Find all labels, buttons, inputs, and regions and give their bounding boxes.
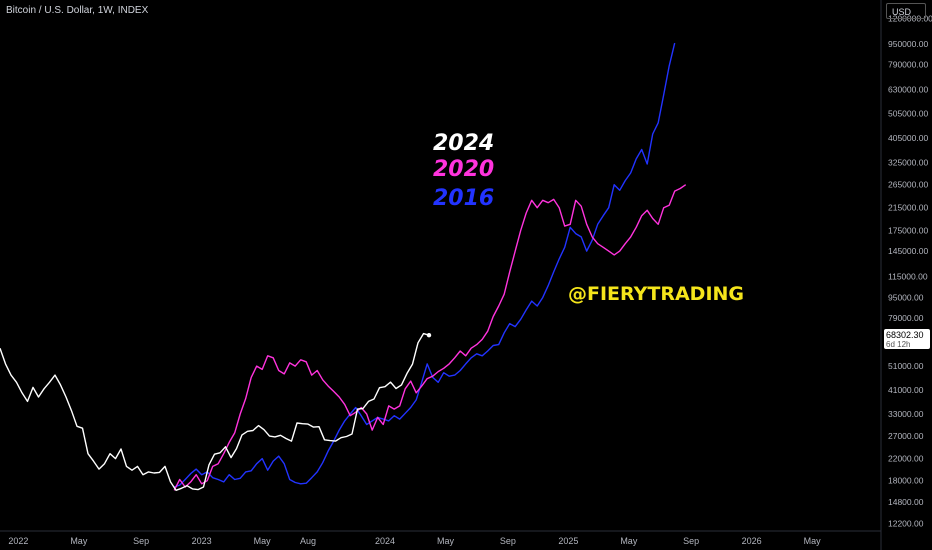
y-tick-label: 22000.00 bbox=[888, 454, 924, 464]
y-tick-label: 41000.00 bbox=[888, 385, 924, 395]
y-tick-label: 14800.00 bbox=[888, 497, 924, 507]
y-tick-label: 630000.00 bbox=[888, 84, 928, 94]
x-tick-label: May bbox=[804, 536, 822, 546]
y-tick-label: 790000.00 bbox=[888, 60, 928, 70]
y-tick-label: 405000.00 bbox=[888, 133, 928, 143]
x-tick-label: 2025 bbox=[558, 536, 578, 546]
y-tick-label: 265000.00 bbox=[888, 180, 928, 190]
series-line-2020 bbox=[173, 184, 687, 491]
x-tick-label: 2024 bbox=[375, 536, 395, 546]
x-tick-label: May bbox=[70, 536, 88, 546]
y-tick-label: 145000.00 bbox=[888, 246, 928, 256]
label-2024: 2024 bbox=[433, 131, 495, 156]
x-tick-label: Sep bbox=[133, 536, 149, 546]
x-tick-label: Sep bbox=[683, 536, 699, 546]
x-tick-label: 2022 bbox=[8, 536, 28, 546]
y-tick-label: 115000.00 bbox=[888, 272, 928, 282]
last-price-dot bbox=[426, 333, 432, 338]
x-tick-label: May bbox=[620, 536, 638, 546]
x-tick-label: 2026 bbox=[742, 536, 762, 546]
y-tick-label: 175000.00 bbox=[888, 225, 928, 235]
watermark-handle: @FIERYTRADING bbox=[568, 283, 745, 305]
x-tick-label: Sep bbox=[500, 536, 516, 546]
x-tick-label: Aug bbox=[300, 536, 316, 546]
y-tick-label: 51000.00 bbox=[888, 361, 924, 371]
x-tick-label: May bbox=[437, 536, 455, 546]
y-tick-label: 325000.00 bbox=[888, 157, 928, 167]
bar-countdown: 6d 12h bbox=[886, 340, 911, 349]
y-tick-label: 12200.00 bbox=[888, 518, 924, 528]
y-tick-label: 18000.00 bbox=[888, 476, 924, 486]
label-2020: 2020 bbox=[433, 157, 495, 182]
last-price-value: 68302.30 bbox=[886, 330, 924, 340]
symbol-header: Bitcoin / U.S. Dollar, 1W, INDEX bbox=[6, 5, 149, 16]
x-tick-label: May bbox=[254, 536, 272, 546]
series-line-2024 bbox=[0, 332, 430, 491]
x-tick-label: 2023 bbox=[192, 536, 212, 546]
y-tick-label: 79000.00 bbox=[888, 313, 924, 323]
y-tick-label: 27000.00 bbox=[888, 431, 924, 441]
series-line-2016 bbox=[173, 42, 676, 488]
y-tick-label: 215000.00 bbox=[888, 203, 928, 213]
currency-button[interactable]: USD bbox=[886, 3, 926, 19]
y-tick-label: 505000.00 bbox=[888, 109, 928, 119]
y-tick-label: 95000.00 bbox=[888, 293, 924, 303]
label-2016: 2016 bbox=[433, 186, 495, 211]
y-tick-label: 33000.00 bbox=[888, 409, 924, 419]
last-price-tag: 68302.30 6d 12h bbox=[884, 329, 930, 349]
y-tick-label: 950000.00 bbox=[888, 39, 928, 49]
